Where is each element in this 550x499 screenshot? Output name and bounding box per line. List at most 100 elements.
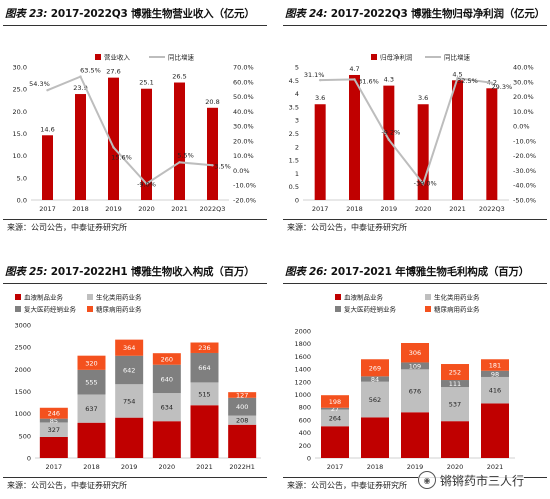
legend-swatch [87,294,93,300]
legend-swatch [425,294,431,300]
y2-tick-label: -10.0% [513,137,536,145]
segment-value-label: 416 [489,387,501,395]
bar [452,80,463,200]
chart-label: 图表 23: [5,8,48,20]
y-tick-label: 1600 [294,353,311,361]
growth-label: 5.5% [177,151,194,159]
stacked-bar-segment [228,415,257,425]
stacked-bar-segment [361,417,389,458]
legend-swatch [335,294,341,300]
segment-value-label: 364 [123,344,135,352]
segment-value-label: 85 [50,417,58,425]
segment-value-label: 111 [449,380,461,388]
bar [75,94,86,200]
stacked-bar-segment [115,417,144,458]
title-rule [3,283,267,284]
segment-value-label: 634 [161,404,173,412]
y-tick-label: 10.0 [13,152,27,160]
y-tick-label: 4.5 [289,77,299,85]
growth-label: -9.0% [137,181,156,189]
bar-value-label: 3.6 [315,94,325,102]
legend-swatch [87,306,93,312]
segment-value-label: 537 [449,401,461,409]
x-tick-label: 2020 [415,205,432,213]
legend-swatch [335,306,341,312]
growth-point [456,76,459,80]
y-tick-label: 2 [295,143,299,151]
y-tick-label: 2000 [294,328,311,336]
legend-label: 复大医药经销业务 [344,305,397,314]
bar [417,104,429,200]
legend-swatch [15,306,21,312]
growth-line [320,76,492,186]
chart-label: 图表 25: [5,266,48,278]
stacked-bar-segment [190,405,219,458]
bar-value-label: 23.9 [73,84,87,92]
chart-title-text: 2017-2022Q3 博雅生物归母净利润（亿元） [330,8,545,20]
y-tick-label: 0.0 [17,197,27,205]
y-tick-label: 25.0 [13,86,27,94]
legend-label: 复大医药经销业务 [24,305,77,314]
bar-value-label: 25.1 [139,79,153,87]
y2-tick-label: -40.0% [513,182,536,190]
stacked-bar-segment [228,397,257,416]
y-tick-label: 5 [295,64,299,72]
y2-tick-label: 30.0% [233,123,254,131]
y-tick-label: 1200 [294,378,311,386]
y-tick-label: 1000 [294,391,311,399]
stacked-bar-segment [115,384,144,418]
legend-swatch [15,294,21,300]
stacked-bar-segment [152,393,181,422]
y-tick-label: 1.5 [289,157,299,165]
stacked-bar-segment [228,424,257,458]
stacked-bar-segment [441,421,469,458]
growth-point [353,78,356,81]
source-rule [3,477,267,478]
bar-value-label: 4.5 [452,70,462,78]
segment-value-label: 400 [236,403,248,411]
legend-label: 营业收入 [104,53,131,62]
growth-label: 3.5% [214,162,231,170]
stacked-bar-segment [115,355,144,385]
y-tick-label: 2500 [14,344,31,352]
y2-tick-label: 10.0% [513,108,534,116]
y-tick-label: 1 [295,170,299,178]
y-tick-label: 400 [299,429,311,437]
segment-value-label: 269 [369,364,381,372]
y2-tick-label: -20.0% [513,152,536,160]
stacked-bar-segment [39,422,68,437]
segment-value-label: 676 [409,387,421,395]
stacked-bar-segment [190,342,219,353]
y-tick-label: 0 [307,455,311,463]
bar-value-label: 4.7 [349,65,359,73]
gross-profit-composition-chart: 0 200 400 600 800 1000 1200 1400 1600 1800 2000 264… [294,293,515,471]
growth-label: -9.2% [381,129,400,137]
growth-line [47,75,213,186]
y-tick-label: 1000 [14,410,31,418]
legend-label: 归母净利润 [380,53,413,62]
segment-value-label: 252 [449,369,461,377]
net-profit-chart-panel: 图表 24: 2017-2022Q3 博雅生物归母净利润（亿元） 0 0.5 1 1.… [283,5,547,237]
growth-point [318,78,322,82]
y-tick-label: 1500 [14,388,31,396]
stacked-bar-segment [39,407,68,419]
segment-value-label: 555 [85,379,97,387]
segment-value-label: 127 [236,391,248,399]
stacked-bar-segment [401,343,429,363]
y-tick-label: 5.0 [17,174,27,182]
chart-title-text: 2017-2022Q3 博雅生物营业收入（亿元） [50,8,255,20]
y2-tick-label: 40.0% [513,64,534,72]
x-tick-label: 2022Q3 [479,205,505,213]
legend-label: 血液制品业务 [24,293,64,302]
x-tick-label: 2020 [447,463,464,471]
stacked-bar-segment [481,376,509,404]
chart-title: 图表 23: 2017-2022Q3 博雅生物营业收入（亿元） [5,5,267,23]
source-rule [283,477,547,478]
y-tick-label: 800 [299,404,311,412]
y-tick-label: 30.0 [13,64,27,72]
x-tick-label: 2017 [327,463,344,471]
x-tick-label: 2019 [407,463,424,471]
legend-label: 生化类用药业务 [96,293,142,302]
stacked-bar-segment [361,376,389,382]
y-tick-label: 4 [295,90,299,98]
